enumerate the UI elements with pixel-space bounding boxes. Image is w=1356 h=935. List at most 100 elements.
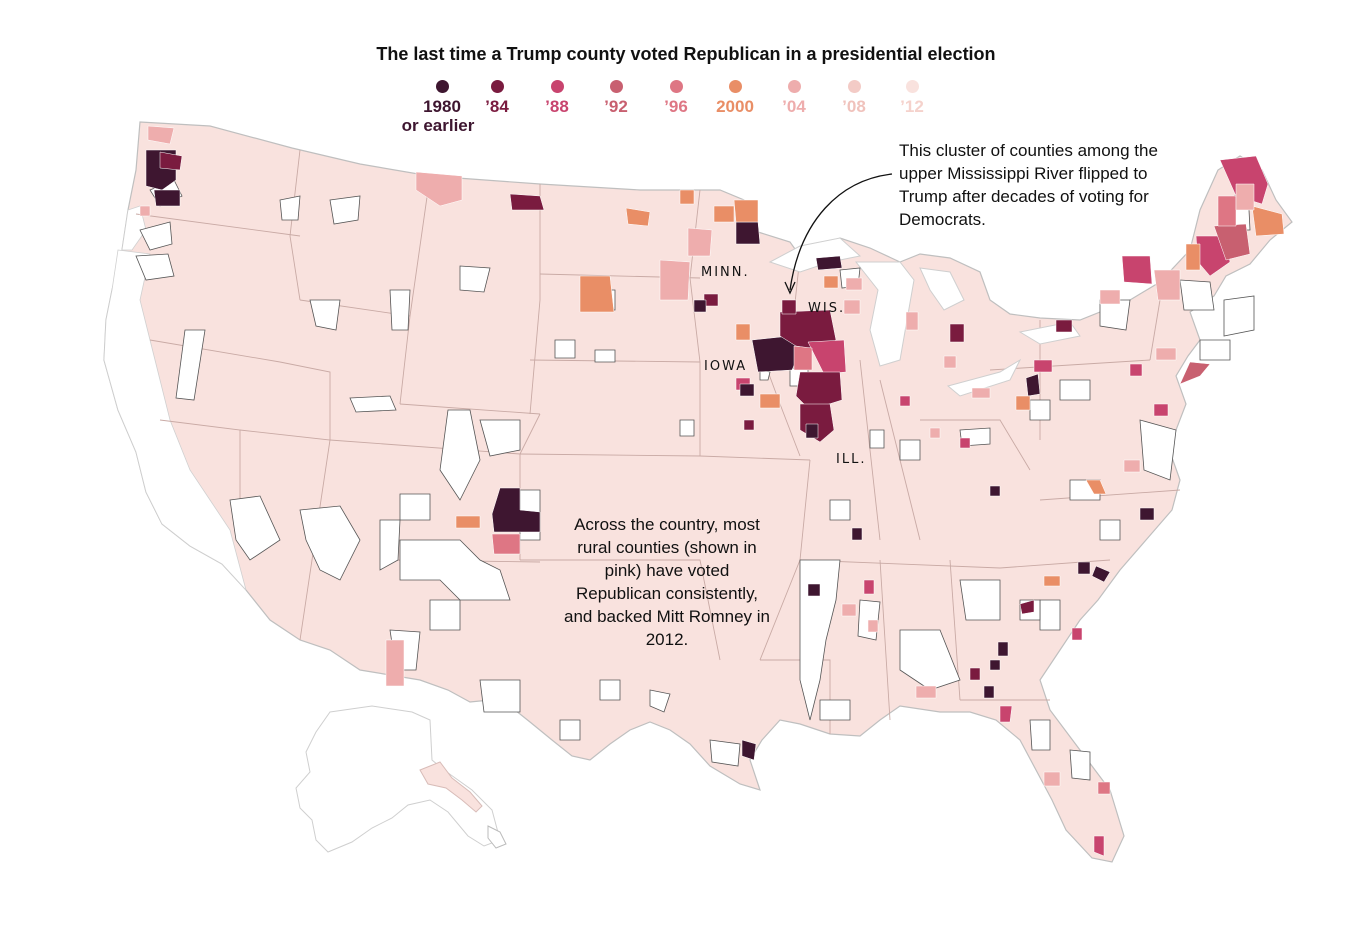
state-label-wis: WIS. xyxy=(808,301,846,316)
legend-item-96: ’96 xyxy=(636,80,716,116)
county-1980 xyxy=(741,739,757,761)
county-84 xyxy=(509,193,545,211)
legend-label: ’08 xyxy=(842,97,866,116)
county-88 xyxy=(1121,255,1153,285)
county-1980 xyxy=(989,485,1001,497)
county-88 xyxy=(959,437,971,449)
county-88 xyxy=(899,395,911,407)
county-04 xyxy=(659,259,691,301)
county-84 xyxy=(1055,319,1073,333)
county-2000 xyxy=(679,189,695,205)
county-04 xyxy=(687,227,713,257)
county-2000 xyxy=(625,207,651,227)
county-2000 xyxy=(735,323,751,341)
county-2000 xyxy=(1015,395,1031,411)
county-2000 xyxy=(579,275,615,313)
county-1980 xyxy=(807,583,821,597)
county-84 xyxy=(743,419,755,431)
legend-item-08: ’08 xyxy=(814,80,894,116)
county-04 xyxy=(1155,347,1177,361)
county-88 xyxy=(1071,627,1083,641)
county-1980 xyxy=(1077,561,1091,575)
county-2000 xyxy=(455,515,481,529)
legend-label: ’92 xyxy=(604,97,628,116)
county-cluster-2000 xyxy=(759,393,781,409)
county-88 xyxy=(1179,361,1211,385)
legend-item-12: ’12 xyxy=(872,80,952,116)
alaska-counties xyxy=(419,761,483,813)
color-legend: 1980 or earlier ’84 ’88 ’92 ’96 2000 ’04… xyxy=(0,80,1356,140)
county-04 xyxy=(845,277,863,291)
county-2000 xyxy=(1251,205,1285,237)
legend-label-line2: or earlier xyxy=(401,116,475,135)
legend-swatch xyxy=(728,80,742,93)
county-1980 xyxy=(997,641,1009,657)
legend-swatch xyxy=(905,80,919,93)
annotation-arrowhead xyxy=(784,281,796,295)
county-88 xyxy=(863,579,875,595)
county-1980 xyxy=(1025,373,1041,397)
county-1980 xyxy=(1139,507,1155,521)
legend-label: ’84 xyxy=(485,97,509,116)
colored-counties xyxy=(139,125,1285,857)
county-1980 xyxy=(735,221,761,245)
county-92 xyxy=(1097,781,1111,795)
county-84 xyxy=(1019,599,1035,615)
legend-item-2000: 2000 xyxy=(695,80,775,116)
county-04 xyxy=(943,355,957,369)
state-label-ill: ILL. xyxy=(836,452,867,467)
county-04 xyxy=(841,603,857,617)
county-04 xyxy=(1235,183,1255,211)
county-04 xyxy=(147,125,175,145)
county-04 xyxy=(1099,289,1121,305)
legend-label: ’12 xyxy=(900,97,924,116)
legend-label-line1: 1980 xyxy=(423,97,461,116)
county-96 xyxy=(1217,195,1237,227)
county-04 xyxy=(385,639,405,687)
dem-counties xyxy=(135,179,1255,781)
annotation-arrow xyxy=(789,173,893,291)
county-1980 xyxy=(491,487,541,533)
county-04 xyxy=(139,205,151,217)
county-cluster-1980 xyxy=(805,423,819,439)
legend-swatch xyxy=(847,80,861,93)
county-04 xyxy=(905,311,919,331)
county-2000 xyxy=(1085,479,1107,495)
county-88 xyxy=(1219,155,1269,205)
state-label-iowa: IOWA xyxy=(704,359,748,374)
legend-item-04: ’04 xyxy=(754,80,834,116)
county-2000 xyxy=(1043,575,1061,587)
legend-item-88: ’88 xyxy=(517,80,597,116)
county-04 xyxy=(1043,771,1061,787)
pacific-northwest-dem-areas xyxy=(121,205,147,251)
legend-swatch xyxy=(550,80,564,93)
county-88 xyxy=(1129,363,1143,377)
county-04 xyxy=(415,171,463,207)
great-lakes xyxy=(768,237,1081,397)
legend-swatch xyxy=(609,80,623,93)
county-1980 xyxy=(815,255,843,271)
legend-item-84: ’84 xyxy=(457,80,537,116)
county-84 xyxy=(781,299,797,315)
map-title: The last time a Trump county voted Repub… xyxy=(376,44,996,64)
county-88 xyxy=(999,705,1013,723)
county-04 xyxy=(915,685,937,699)
county-84 xyxy=(159,151,183,171)
county-cluster-88 xyxy=(807,339,847,375)
county-1980 xyxy=(1091,565,1111,583)
county-1980 xyxy=(851,527,863,541)
legend-swatch xyxy=(787,80,801,93)
county-88 xyxy=(1033,359,1053,373)
alaska-shape xyxy=(295,705,501,853)
county-84 xyxy=(969,667,981,681)
county-1980 xyxy=(989,659,1001,671)
county-2000 xyxy=(713,205,735,223)
legend-swatch xyxy=(669,80,683,93)
county-1980 xyxy=(739,383,755,397)
legend-item-92: ’92 xyxy=(576,80,656,116)
annotation-mississippi: This cluster of counties among the upper… xyxy=(899,141,1158,229)
county-1980 xyxy=(693,299,707,313)
county-04 xyxy=(1153,269,1181,301)
county-04 xyxy=(929,427,941,439)
